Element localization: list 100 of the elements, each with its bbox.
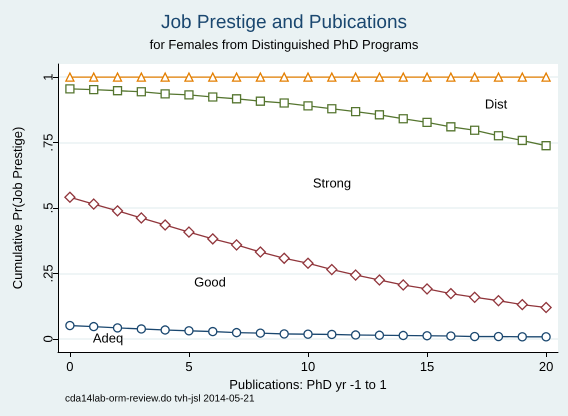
point [278,252,290,264]
point [65,84,75,94]
point [374,274,386,286]
annotation: Strong [312,176,352,190]
x-tick-label: 5 [185,359,193,374]
point [256,328,266,338]
point [350,72,360,82]
y-axis-title: Cumulative Pr(Job Prestige) [10,126,25,290]
point [445,288,457,300]
annotation: Good [194,274,226,290]
point [446,72,456,82]
point [350,330,360,340]
point [184,90,194,100]
point [302,258,314,269]
point [208,92,218,102]
point [256,96,266,106]
point [280,98,289,108]
point [518,136,527,146]
point [160,89,170,98]
point [350,269,362,281]
point [494,131,504,140]
y-tick-label: .5 [40,202,56,214]
point [421,283,433,295]
point [112,72,122,82]
point [398,279,409,291]
point [136,87,146,96]
point [256,72,266,82]
point [160,325,170,335]
point [160,72,170,82]
point [518,72,527,82]
point [280,72,289,82]
point [230,239,242,251]
point [374,330,384,340]
point [183,226,195,238]
point [422,331,432,340]
y-tick-label: 0 [40,335,56,343]
x-tick-label: 15 [420,359,434,374]
point [350,107,360,116]
point [303,72,313,82]
point [159,219,171,231]
point [65,320,75,330]
point [398,72,408,82]
point [280,329,289,339]
point [326,264,338,276]
point [470,332,480,342]
y-tick-label: .25 [40,264,56,282]
x-tick-label: 0 [66,359,74,374]
point [540,302,552,314]
point [136,212,147,224]
point [494,332,504,342]
point [541,72,551,82]
point [65,72,75,82]
point [112,323,122,333]
point [207,233,218,245]
point [374,72,384,82]
text: cda14lab-orm-review.do tvh-jsl 2014-05-21 [65,394,255,404]
point [89,322,98,332]
point [494,72,504,82]
point [112,205,124,217]
x-axis-title: Publications: PhD yr -1 to 1 [229,376,387,392]
point [327,330,336,340]
point [232,328,242,338]
point [88,198,100,210]
point [422,118,432,128]
point [374,110,384,120]
point [541,141,551,150]
point [208,72,218,82]
point [516,298,528,310]
point [470,72,480,82]
point [89,72,98,82]
annotation: Dist [484,96,508,112]
x-tick-label: 10 [300,359,316,374]
point [446,122,456,132]
point [446,331,456,341]
chart-title: Job Prestige and Pubications [160,12,408,33]
point [184,326,194,336]
point [208,326,218,336]
point [89,85,98,94]
chart-subtitle: for Females from Distinguished PhD Programs [150,37,419,52]
x-tick-label: 20 [538,359,554,374]
y-tick-label: .75 [40,134,56,152]
point [232,72,242,82]
point [398,114,408,124]
point [327,104,336,114]
point [303,330,313,339]
point [327,72,336,82]
point [64,192,76,203]
point [398,330,408,340]
annotation: Adeq [92,330,124,346]
point [303,101,313,111]
point [422,72,432,82]
point [112,86,122,96]
point [232,94,242,104]
point [184,72,194,82]
point [254,246,266,258]
point [518,332,527,342]
point [469,292,480,303]
point [541,332,551,342]
point [136,72,146,82]
point [492,295,504,306]
